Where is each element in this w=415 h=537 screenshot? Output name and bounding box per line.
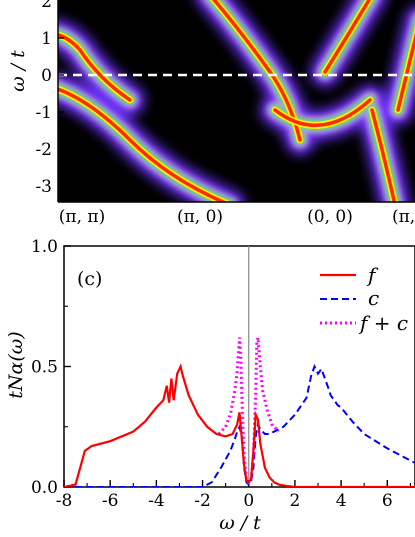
top-x-tick-label-0: (π, π) <box>59 207 105 227</box>
top-y-tick-label: 1 <box>41 29 52 49</box>
legend-label-c: c <box>368 286 379 310</box>
y-tick-label: 1.0 <box>31 237 58 257</box>
top-y-tick-label: 2 <box>41 0 52 12</box>
y-tick-label: 0.0 <box>31 478 58 498</box>
bottom-y-axis-title: tNα(ω) <box>5 331 27 398</box>
top-x-tick-label-2: (0, 0) <box>307 207 353 227</box>
y-tick-label: 0.5 <box>31 358 58 378</box>
band-center-right-core <box>323 0 372 74</box>
band-right-upper-core <box>396 32 415 112</box>
x-tick-label: -8 <box>56 491 73 511</box>
x-tick-label: 4 <box>336 491 347 511</box>
x-tick-label: -6 <box>102 491 119 511</box>
band-center-left-core <box>211 0 302 142</box>
series-f-line <box>64 363 415 487</box>
legend-label-f: f <box>366 263 379 287</box>
x-tick-label: 6 <box>382 491 393 511</box>
bottom-x-axis-title: ω / t <box>219 512 261 534</box>
top-x-tick-label-3: (π, <box>392 207 415 227</box>
top-y-tick-label: -3 <box>35 177 52 197</box>
heatmap-bands <box>58 0 415 202</box>
x-tick-label: -4 <box>148 491 165 511</box>
band-right-lower-core <box>370 108 397 202</box>
top-x-tick-label-1: (π, 0) <box>177 207 223 227</box>
band-bowl-core <box>273 98 372 128</box>
bottom-panel: -8 -6 -4 -2 0 2 4 6 0.0 0.5 1.0 (c) f c f + c tNα(… <box>5 237 415 534</box>
top-panel: 2 1 0 -1 -2 -3 ω / t (π, π) (π, 0) (0, 0) (π, <box>7 0 415 227</box>
x-tick-label: 2 <box>290 491 301 511</box>
series-c-line <box>64 363 415 487</box>
band-left-upper-core <box>58 33 132 102</box>
legend-label-f-plus-c: f + c <box>358 311 408 335</box>
band-left-lower-core <box>58 87 228 202</box>
legend: f c f + c <box>320 263 408 335</box>
top-y-tick-label: -2 <box>35 140 52 160</box>
top-y-tick-label: 0 <box>41 66 52 86</box>
x-tick-label: -2 <box>194 491 211 511</box>
panel-label: (c) <box>77 268 102 290</box>
x-tick-label: 0 <box>243 491 254 511</box>
plot-frame <box>63 245 415 488</box>
top-y-tick-label: -1 <box>35 103 52 123</box>
top-y-axis-title: ω / t <box>7 50 29 92</box>
top-y-ticks: 2 1 0 -1 -2 -3 <box>35 0 64 197</box>
